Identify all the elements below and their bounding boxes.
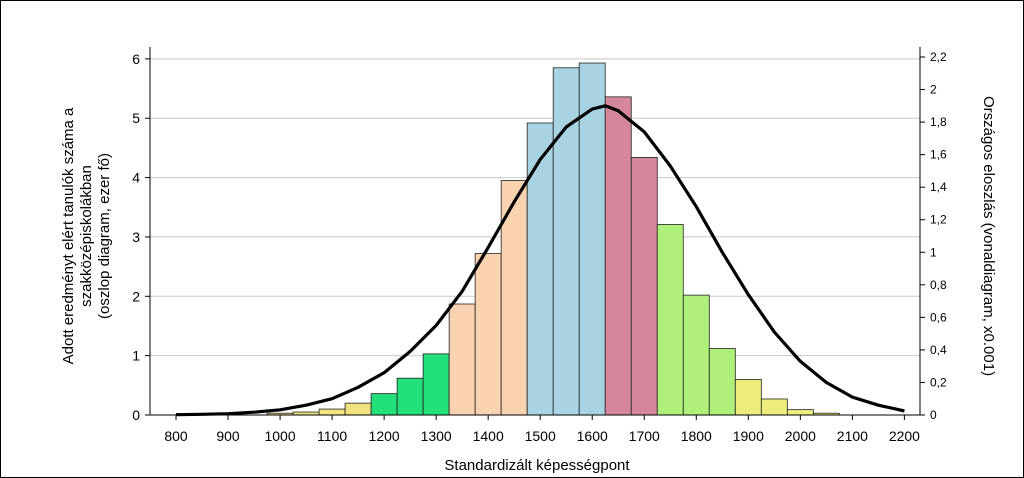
y-axis-label-line-1: Adott eredményt elért tanulók száma a	[60, 107, 77, 364]
x-tick-label: 1300	[421, 428, 452, 444]
y2-tick-labels: 0 0,2 0,4 0,6 0,8 1 1,2 1,4 1,6 1,8 2 2,2	[920, 50, 947, 422]
x-tick-label: 800	[164, 428, 188, 444]
grid-lines	[150, 58, 920, 357]
y-tick-label: 6	[132, 51, 140, 67]
x-tick-label: 1200	[369, 428, 400, 444]
y2-tick-label: 2	[930, 83, 937, 97]
x-tick-label: 2000	[785, 428, 816, 444]
x-tick-label: 900	[216, 428, 240, 444]
histogram-bar	[396, 377, 424, 416]
axes	[149, 47, 921, 416]
histogram-bar	[734, 378, 762, 416]
y-tick-label: 5	[132, 110, 140, 126]
histogram-bar	[682, 294, 710, 416]
y2-tick-label: 1,2	[930, 213, 947, 227]
x-tick-label: 2100	[837, 428, 868, 444]
histogram-bar	[708, 348, 736, 416]
x-tick-label: 1700	[629, 428, 660, 444]
y2-tick-label: 1,4	[930, 180, 947, 194]
x-tick-label: 1500	[525, 428, 556, 444]
y2-tick-label: 0,2	[930, 375, 947, 389]
histogram-bar	[526, 122, 554, 416]
histogram-bar	[318, 408, 346, 416]
histogram-bar	[474, 253, 502, 416]
histogram-bar	[630, 156, 658, 416]
distribution-curve	[175, 104, 905, 417]
x-tick-label: 1800	[681, 428, 712, 444]
y-tick-label: 0	[132, 407, 140, 423]
histogram-bar	[604, 96, 632, 416]
y-tick-labels: 0 1 2 3 4 5 6	[132, 51, 150, 423]
y2-tick-label: 1	[930, 245, 937, 259]
bars	[266, 62, 840, 416]
x-axis-label: Standardizált képességpont	[444, 457, 630, 474]
histogram-bar	[422, 353, 450, 416]
y2-tick-label: 1,8	[930, 115, 947, 129]
x-tick-label: 1600	[577, 428, 608, 444]
y-tick-label: 1	[132, 348, 140, 364]
y-tick-label: 3	[132, 229, 140, 245]
histogram-bar	[370, 393, 398, 416]
y2-axis-label: Országos eloszlás (vonaldiagram, x0.001)	[980, 96, 997, 376]
histogram-bar	[578, 62, 606, 416]
y2-tick-label: 0	[930, 408, 937, 422]
distribution-line	[175, 104, 905, 417]
y-axis-label: Adott eredményt elért tanulók száma a sz…	[60, 107, 113, 364]
y-axis-label-line-3: (oszlop diagram, ezer fő)	[96, 153, 113, 319]
y-axis-label-line-2: szakközépiskolákban	[78, 165, 95, 307]
x-tick-label: 1400	[473, 428, 504, 444]
x-tick-label: 1000	[264, 428, 295, 444]
y-tick-label: 4	[132, 170, 140, 186]
y2-tick-label: 2,2	[930, 50, 947, 64]
y-tick-label: 2	[132, 288, 140, 304]
histogram-bar	[786, 409, 814, 416]
histogram-bar	[448, 303, 476, 416]
y2-tick-label: 0,4	[930, 343, 947, 357]
y2-axis-label-text: Országos eloszlás (vonaldiagram, x0.001)	[980, 96, 997, 376]
y2-tick-label: 0,8	[930, 278, 947, 292]
x-tick-label: 1100	[317, 428, 347, 444]
histogram-bar	[656, 224, 684, 416]
x-tick-label: 2200	[889, 428, 920, 444]
y2-tick-label: 1,6	[930, 148, 947, 162]
y2-tick-label: 0,6	[930, 310, 947, 324]
histogram-bar	[760, 398, 788, 416]
x-tick-labels: 800 900 1000 1100 1200 1300 1400 1500 1600 1700 18…	[164, 415, 920, 444]
histogram-bar	[344, 402, 372, 416]
x-tick-label: 1900	[733, 428, 764, 444]
